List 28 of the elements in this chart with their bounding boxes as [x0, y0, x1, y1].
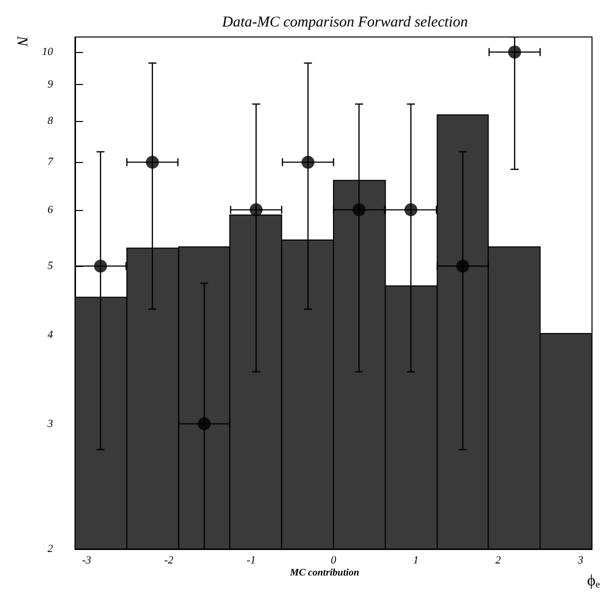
x-tick-label: 2: [495, 554, 502, 566]
x-tick-label: 3: [576, 554, 584, 566]
y-tick-label: 2: [48, 543, 54, 555]
x-tick-label: 1: [413, 554, 419, 566]
x-tick-label: -1: [246, 554, 256, 566]
point: [404, 203, 418, 216]
y-axis-title: N: [14, 35, 30, 47]
point: [301, 156, 314, 169]
point: [146, 156, 159, 169]
point: [508, 46, 522, 59]
x-tick-label: 0: [330, 554, 337, 566]
point: [352, 203, 366, 216]
y-tick-label: 3: [46, 418, 54, 430]
y-tick-label: 5: [48, 260, 54, 272]
y-tick-label: 7: [48, 156, 54, 168]
y-tick-label: 4: [48, 328, 54, 341]
y-tick-label: 6: [48, 204, 54, 216]
point: [198, 417, 211, 430]
x-tick-label: -2: [164, 554, 174, 566]
point: [250, 203, 263, 216]
y-tick-label: 10: [42, 46, 54, 58]
point: [94, 260, 108, 273]
y-tick-label: 9: [48, 78, 54, 91]
y-tick-label: 8: [48, 114, 54, 127]
text: MC contribution: [289, 568, 360, 578]
point: [456, 260, 470, 273]
chart-title: Data-MC comparison Forward selection: [221, 14, 468, 30]
x-tick-label: -3: [82, 554, 92, 566]
